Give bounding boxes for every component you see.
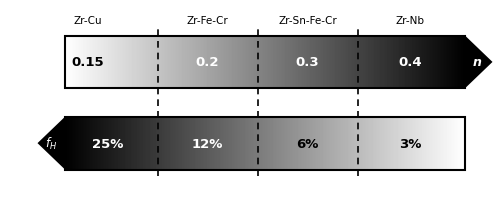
Text: $f_H$: $f_H$: [45, 135, 58, 152]
Polygon shape: [465, 36, 492, 89]
Text: 0.3: 0.3: [296, 56, 320, 69]
Polygon shape: [38, 117, 65, 170]
Text: 0.2: 0.2: [196, 56, 219, 69]
Text: Zr-Cu: Zr-Cu: [73, 16, 102, 26]
Bar: [65, 117, 465, 170]
Text: 3%: 3%: [399, 137, 421, 150]
Text: Zr-Nb: Zr-Nb: [396, 16, 424, 26]
Text: Zr-Sn-Fe-Cr: Zr-Sn-Fe-Cr: [278, 16, 337, 26]
Text: 0.4: 0.4: [398, 56, 422, 69]
Text: 12%: 12%: [192, 137, 223, 150]
Text: 0.15: 0.15: [71, 56, 104, 69]
Bar: [65, 36, 465, 89]
Text: n: n: [473, 56, 482, 69]
Text: Zr-Fe-Cr: Zr-Fe-Cr: [186, 16, 228, 26]
Text: 6%: 6%: [296, 137, 318, 150]
Text: 25%: 25%: [92, 137, 123, 150]
